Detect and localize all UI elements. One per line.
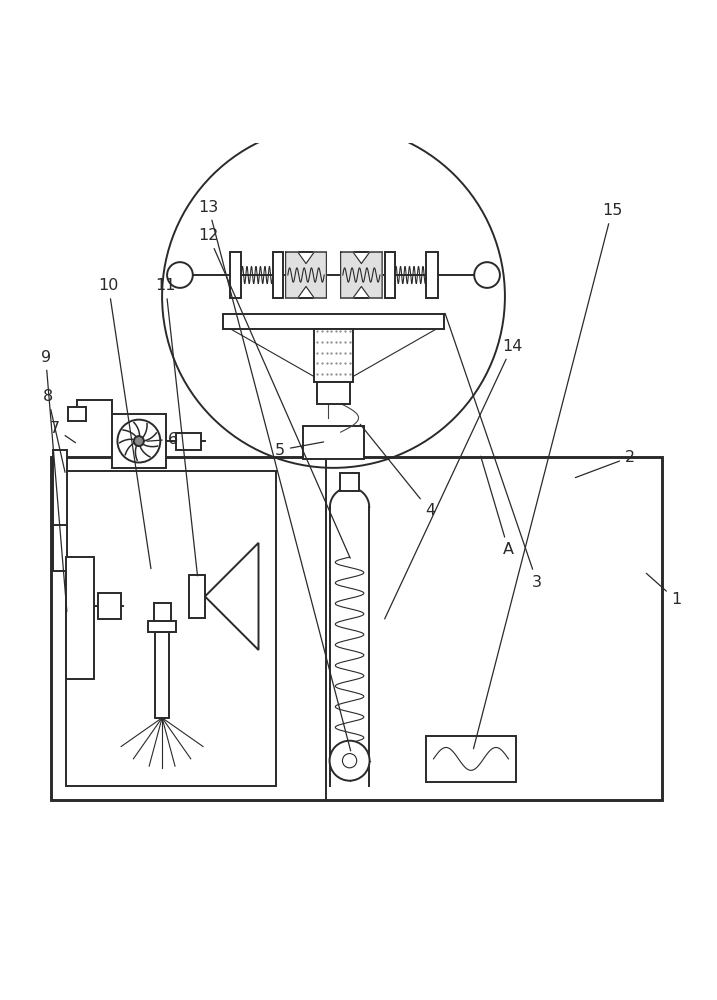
- Circle shape: [134, 436, 144, 446]
- Text: 14: 14: [385, 339, 522, 619]
- Text: 10: 10: [98, 278, 151, 569]
- Bar: [53, 450, 67, 529]
- Text: 8: 8: [43, 389, 65, 472]
- Polygon shape: [285, 252, 326, 298]
- Text: 6: 6: [147, 432, 178, 447]
- Bar: [189, 575, 205, 618]
- Text: 3: 3: [445, 313, 542, 590]
- Bar: [112, 414, 166, 468]
- Circle shape: [474, 262, 500, 288]
- Circle shape: [167, 262, 193, 288]
- Bar: [153, 603, 171, 621]
- Bar: [66, 471, 276, 786]
- Bar: [341, 473, 358, 491]
- Bar: [285, 252, 326, 298]
- Bar: [318, 382, 350, 404]
- Bar: [385, 252, 395, 298]
- Text: 12: 12: [199, 228, 350, 558]
- Bar: [272, 252, 282, 298]
- Circle shape: [162, 125, 505, 468]
- Text: 4: 4: [360, 424, 435, 518]
- Text: 11: 11: [156, 278, 197, 576]
- Text: A: A: [480, 456, 514, 557]
- Bar: [427, 252, 438, 298]
- Bar: [230, 252, 242, 298]
- Bar: [427, 736, 516, 782]
- Circle shape: [118, 420, 161, 463]
- Text: 5: 5: [275, 442, 323, 458]
- Text: 7: 7: [50, 421, 75, 443]
- Text: 9: 9: [41, 350, 67, 612]
- Polygon shape: [341, 252, 382, 298]
- Bar: [314, 329, 353, 382]
- Circle shape: [330, 741, 369, 781]
- Bar: [148, 621, 176, 632]
- Bar: [223, 314, 445, 329]
- Bar: [341, 252, 382, 298]
- Text: 2: 2: [575, 450, 635, 478]
- Bar: [68, 407, 85, 421]
- Bar: [303, 426, 364, 459]
- Bar: [52, 457, 662, 800]
- Bar: [98, 593, 120, 619]
- Bar: [66, 557, 94, 679]
- Polygon shape: [205, 543, 259, 650]
- Circle shape: [343, 754, 357, 768]
- Bar: [155, 632, 169, 718]
- Bar: [176, 433, 201, 450]
- Text: 1: 1: [646, 573, 681, 607]
- Bar: [53, 525, 67, 571]
- Text: 15: 15: [473, 203, 622, 749]
- Text: 13: 13: [199, 200, 351, 751]
